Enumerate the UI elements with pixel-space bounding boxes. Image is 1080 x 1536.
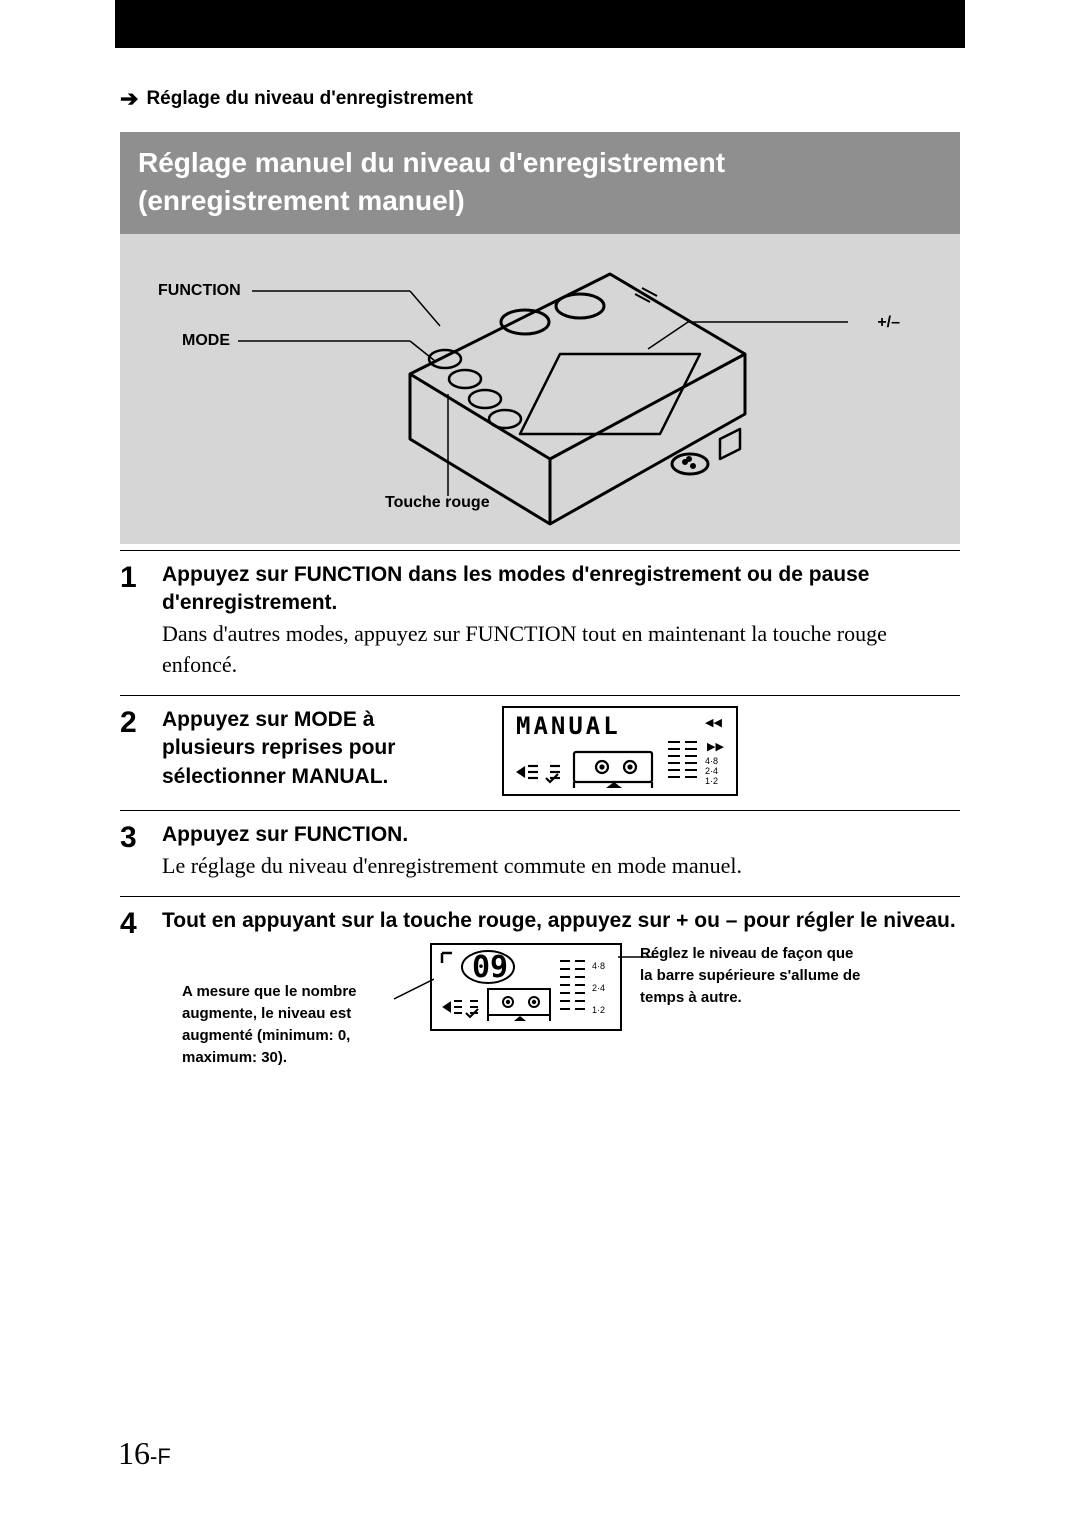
- label-mode: MODE: [182, 332, 230, 350]
- caption-right: Réglez le niveau de façon que la barre s…: [640, 943, 870, 1008]
- step-normal-text: Dans d'autres modes, appuyez sur FUNCTIO…: [162, 619, 960, 681]
- label-plusminus: +/–: [877, 314, 900, 332]
- lcd-text: MANUAL: [516, 712, 621, 740]
- lcd-manual-display: MANUAL ◀◀: [502, 706, 738, 796]
- device-diagram: FUNCTION MODE +/– Touche rouge: [120, 234, 960, 544]
- svg-text:1·2: 1·2: [592, 1005, 605, 1015]
- step-bold-text: Appuyez sur FUNCTION.: [162, 821, 960, 849]
- device-illustration-icon: [350, 254, 770, 534]
- svg-text:2·4: 2·4: [705, 766, 718, 776]
- top-black-bar: [115, 0, 965, 48]
- step-2: 2 Appuyez sur MODE à plusieurs reprises …: [120, 696, 960, 810]
- svg-text:◀◀: ◀◀: [705, 717, 722, 729]
- step-number: 1: [120, 561, 150, 681]
- svg-text:2·4: 2·4: [592, 983, 605, 993]
- lcd-icon: MANUAL ◀◀: [510, 712, 730, 790]
- step-number: 3: [120, 821, 150, 882]
- lcd-level-display: 09: [430, 943, 622, 1031]
- arrow-right-icon: ➔: [120, 88, 138, 110]
- step-bold-text: Tout en appuyant sur la touche rouge, ap…: [162, 907, 960, 935]
- svg-text:4·8: 4·8: [592, 961, 605, 971]
- step-number: 2: [120, 706, 150, 796]
- section-title: Réglage manuel du niveau d'enregistremen…: [120, 132, 960, 234]
- caption-left: A mesure que le nombre augmente, le nive…: [182, 981, 412, 1068]
- page-number: 16-F: [118, 1435, 171, 1472]
- step-4: 4 Tout en appuyant sur la touche rouge, …: [120, 897, 960, 1082]
- breadcrumb-text: Réglage du niveau d'enregistrement: [146, 88, 473, 110]
- page-content: ➔ Réglage du niveau d'enregistrement Rég…: [0, 48, 1080, 1082]
- step-normal-text: Le réglage du niveau d'enregistrement co…: [162, 851, 960, 882]
- breadcrumb: ➔ Réglage du niveau d'enregistrement: [120, 88, 960, 110]
- lcd-icon: 09: [438, 949, 614, 1025]
- leader-line-left-icon: [394, 949, 434, 1039]
- label-function: FUNCTION: [158, 282, 241, 300]
- steps-list: 1 Appuyez sur FUNCTION dans les modes d'…: [120, 550, 960, 1083]
- svg-text:4·8: 4·8: [705, 756, 718, 766]
- step-number: 4: [120, 907, 150, 1068]
- step-bold-text: Appuyez sur FUNCTION dans les modes d'en…: [162, 561, 960, 618]
- step-1: 1 Appuyez sur FUNCTION dans les modes d'…: [120, 551, 960, 695]
- page-number-suffix: -F: [150, 1444, 171, 1469]
- page-number-main: 16: [118, 1435, 150, 1471]
- step-3: 3 Appuyez sur FUNCTION. Le réglage du ni…: [120, 811, 960, 896]
- step-bold-text: Appuyez sur MODE à plusieurs reprises po…: [162, 706, 462, 791]
- svg-text:▶▶: ▶▶: [707, 741, 724, 753]
- svg-text:1·2: 1·2: [705, 776, 718, 786]
- leader-line-right-icon: [618, 943, 658, 1033]
